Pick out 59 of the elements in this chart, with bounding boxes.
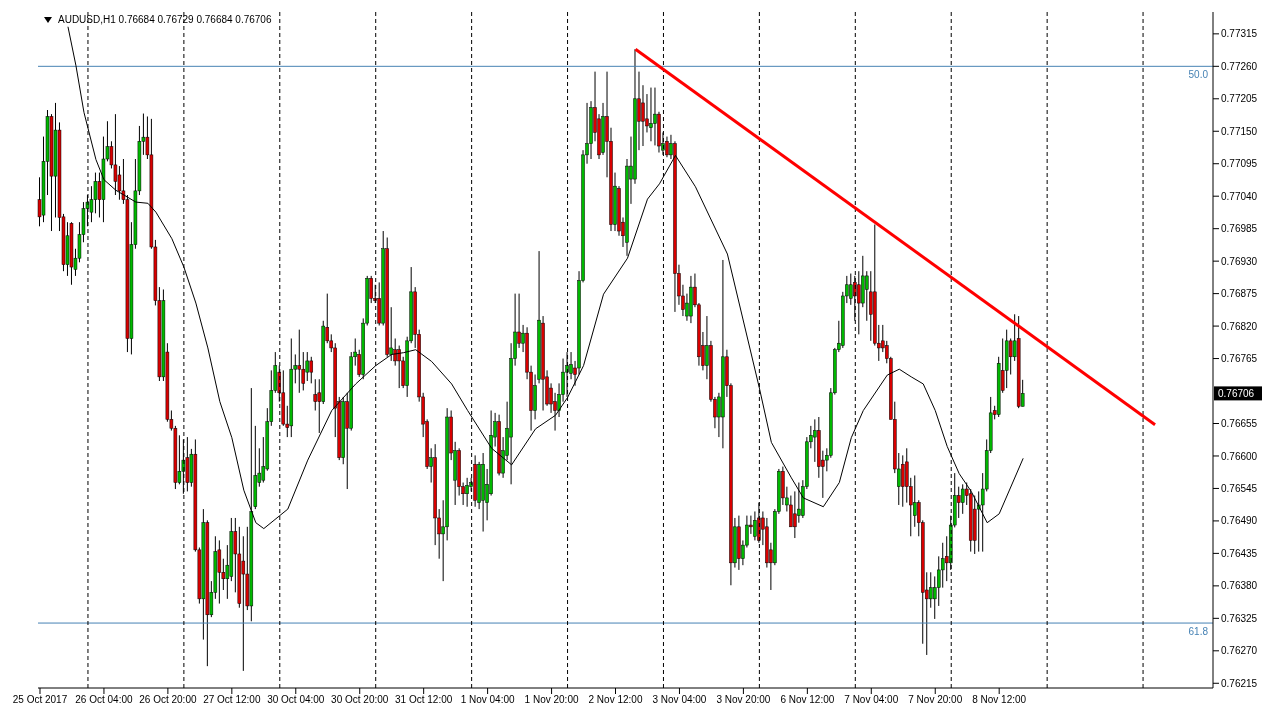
annotation: 61.8: [1188, 626, 1209, 638]
candlestick: [297, 329, 302, 394]
candlestick: [960, 483, 965, 515]
x-tick-label: 30 Oct 20:00: [331, 694, 389, 706]
x-tick-label: 8 Nov 12:00: [972, 694, 1027, 706]
y-tick-label: 0.77040: [1221, 190, 1258, 202]
x-tick-label: 25 Oct 2017: [12, 694, 68, 706]
x-tick-label: 26 Oct 20:00: [139, 694, 197, 706]
annotation: 50.0: [1188, 69, 1209, 81]
candlestick: [397, 345, 401, 389]
y-tick-label: 0.76215: [1221, 677, 1258, 689]
y-tick-label: 0.76545: [1221, 483, 1258, 494]
y-tick-label: 0.76490: [1221, 515, 1258, 527]
y-tick-label: 0.77095: [1221, 158, 1258, 170]
x-tick-label: 7 Nov 20:00: [908, 694, 963, 706]
candlestick: [313, 378, 318, 412]
y-tick-label: 0.76435: [1221, 547, 1258, 559]
candlestick: [1008, 337, 1013, 375]
y-tick-label: 0.76655: [1221, 418, 1258, 430]
x-tick-label: 7 Nov 04:00: [844, 694, 899, 706]
candlestick: [649, 87, 653, 142]
y-tick-label: 0.76765: [1221, 353, 1258, 365]
candlestick: [928, 571, 933, 609]
y-tick-label: 0.77205: [1221, 93, 1258, 105]
candlestick: [653, 87, 657, 146]
x-tick-label: 3 Nov 04:00: [652, 694, 707, 706]
candlestick: [813, 418, 817, 463]
candlestick: [641, 84, 645, 147]
x-tick-label: 1 Nov 20:00: [524, 694, 579, 706]
x-tick-label: 1 Nov 04:00: [460, 694, 516, 706]
y-tick-label: 0.77315: [1221, 28, 1258, 40]
y-tick-label: 0.76875: [1221, 288, 1258, 300]
y-tick-label: 0.77260: [1221, 60, 1258, 72]
candlestick: [113, 113, 118, 196]
candlestick: [217, 539, 222, 605]
y-tick-label: 0.76325: [1221, 612, 1258, 624]
y-tick-label: 0.76820: [1221, 320, 1258, 332]
x-tick-label: 3 Nov 20:00: [716, 694, 771, 706]
x-tick-label: 6 Nov 12:00: [780, 694, 835, 706]
candlestick: [465, 477, 469, 508]
candlestick: [901, 454, 905, 508]
y-tick-label: 0.76380: [1221, 580, 1258, 592]
chart-title: AUDUSD,H1 0.76684 0.76729 0.76684 0.76706: [58, 14, 272, 25]
x-tick-label: 30 Oct 04:00: [267, 694, 325, 706]
candlestick: [309, 356, 314, 384]
y-tick-label: 0.76930: [1221, 255, 1258, 267]
candlestick: [753, 510, 757, 541]
text: 0.76706: [1218, 388, 1255, 400]
x-tick-label: 2 Nov 12:00: [588, 694, 643, 706]
y-tick-label: 0.77150: [1221, 125, 1258, 137]
y-tick-label: 0.76270: [1221, 645, 1258, 657]
x-tick-label: 26 Oct 04:00: [75, 694, 134, 706]
candlestick: [241, 535, 246, 672]
y-tick-label: 0.76600: [1221, 450, 1258, 462]
x-tick-label: 31 Oct 12:00: [395, 694, 453, 706]
candlestick: [913, 474, 917, 528]
y-tick-label: 0.76985: [1221, 223, 1258, 235]
x-tick-label: 27 Oct 12:00: [203, 694, 261, 706]
candlestick: [869, 270, 873, 342]
